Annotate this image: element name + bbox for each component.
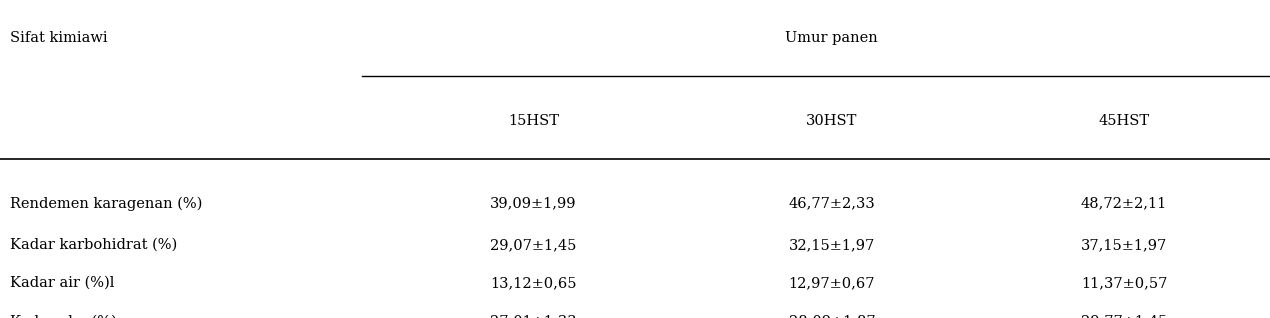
Text: 29,07±1,45: 29,07±1,45 bbox=[490, 238, 577, 252]
Text: Kadar air (%)l: Kadar air (%)l bbox=[10, 276, 114, 290]
Text: Umur panen: Umur panen bbox=[785, 31, 879, 45]
Text: 32,15±1,97: 32,15±1,97 bbox=[789, 238, 875, 252]
Text: Rendemen karagenan (%): Rendemen karagenan (%) bbox=[10, 196, 202, 211]
Text: 37,15±1,97: 37,15±1,97 bbox=[1081, 238, 1167, 252]
Text: 15HST: 15HST bbox=[508, 114, 559, 128]
Text: 48,72±2,11: 48,72±2,11 bbox=[1081, 197, 1167, 211]
Text: 29,77±1,45: 29,77±1,45 bbox=[1081, 314, 1167, 318]
Text: 12,97±0,67: 12,97±0,67 bbox=[789, 276, 875, 290]
Text: Kadar karbohidrat (%): Kadar karbohidrat (%) bbox=[10, 238, 178, 252]
Text: 13,12±0,65: 13,12±0,65 bbox=[490, 276, 577, 290]
Text: 27,01±1,33: 27,01±1,33 bbox=[490, 314, 577, 318]
Text: 28,09±1,87: 28,09±1,87 bbox=[789, 314, 875, 318]
Text: 39,09±1,99: 39,09±1,99 bbox=[490, 197, 577, 211]
Text: 11,37±0,57: 11,37±0,57 bbox=[1081, 276, 1167, 290]
Text: 46,77±2,33: 46,77±2,33 bbox=[789, 197, 875, 211]
Text: 45HST: 45HST bbox=[1099, 114, 1149, 128]
Text: Sifat kimiawi: Sifat kimiawi bbox=[10, 31, 108, 45]
Text: 30HST: 30HST bbox=[806, 114, 857, 128]
Text: Kadar abu (%): Kadar abu (%) bbox=[10, 314, 117, 318]
